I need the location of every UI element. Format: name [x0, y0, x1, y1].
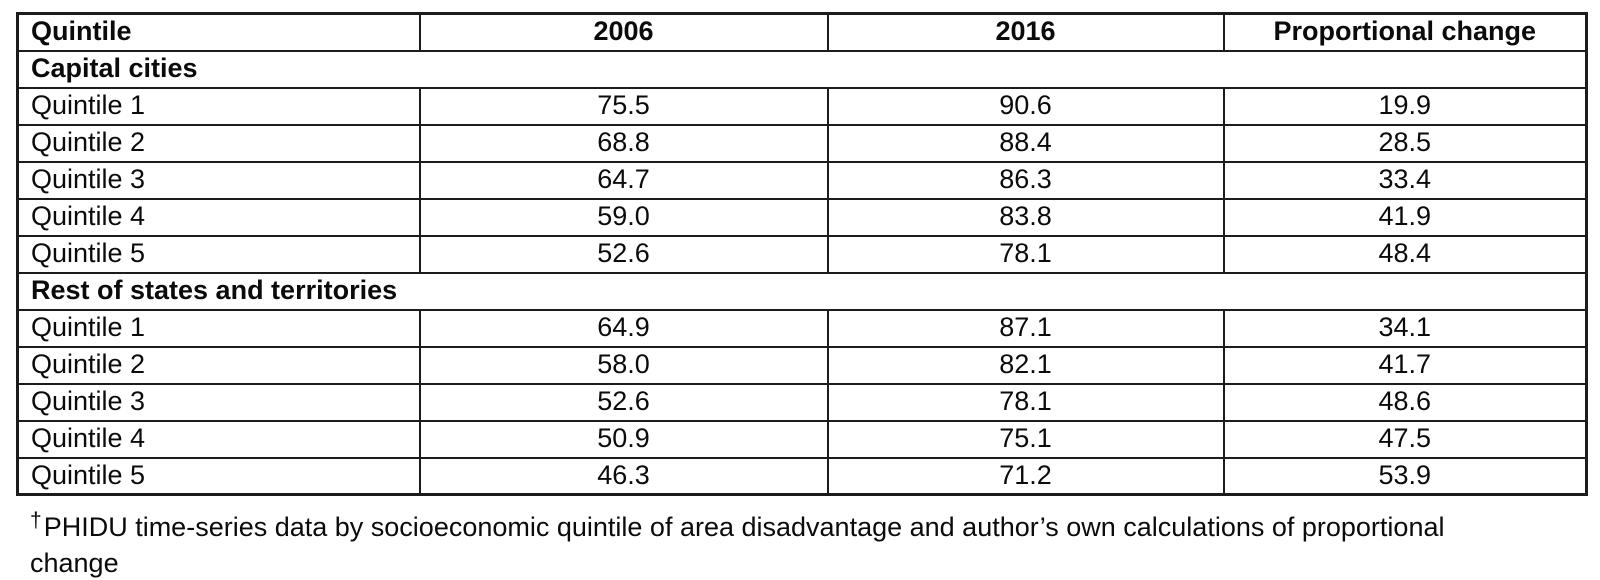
section-header-capital-cities: Capital cities [16, 49, 1588, 89]
cell-quintile: Quintile 4 [16, 419, 421, 459]
cell-quintile: Quintile 3 [16, 382, 421, 422]
column-header-quintile: Quintile [16, 12, 421, 52]
column-header-proportional-change: Proportional change [1222, 12, 1588, 52]
table-row: Quintile 1 75.5 90.6 19.9 [16, 86, 1588, 126]
header-row: Quintile 2006 2016 Proportional change [16, 12, 1588, 52]
column-header-2006: 2006 [418, 12, 829, 52]
section-header-rest-of-states: Rest of states and territories [16, 271, 1588, 311]
cell-2016: 83.8 [826, 197, 1225, 237]
cell-quintile: Quintile 1 [16, 308, 421, 348]
cell-2006: 59.0 [418, 197, 829, 237]
cell-2006: 64.9 [418, 308, 829, 348]
cell-proportional-change: 19.9 [1222, 86, 1588, 126]
cell-2016: 75.1 [826, 419, 1225, 459]
cell-2016: 78.1 [826, 382, 1225, 422]
cell-quintile: Quintile 2 [16, 123, 421, 163]
table-row: Quintile 4 59.0 83.8 41.9 [16, 197, 1588, 237]
cell-proportional-change: 41.9 [1222, 197, 1588, 237]
table-row: Quintile 2 68.8 88.4 28.5 [16, 123, 1588, 163]
table-row: Quintile 5 46.3 71.2 53.9 [16, 456, 1588, 496]
cell-2006: 58.0 [418, 345, 829, 385]
table-row: Quintile 2 58.0 82.1 41.7 [16, 345, 1588, 385]
table-row: Quintile 3 52.6 78.1 48.6 [16, 382, 1588, 422]
cell-2006: 52.6 [418, 234, 829, 274]
cell-quintile: Quintile 5 [16, 234, 421, 274]
cell-2016: 90.6 [826, 86, 1225, 126]
cell-quintile: Quintile 2 [16, 345, 421, 385]
table-row: Quintile 1 64.9 87.1 34.1 [16, 308, 1588, 348]
cell-proportional-change: 48.6 [1222, 382, 1588, 422]
cell-2016: 86.3 [826, 160, 1225, 200]
cell-2016: 71.2 [826, 456, 1225, 496]
cell-quintile: Quintile 4 [16, 197, 421, 237]
cell-2006: 52.6 [418, 382, 829, 422]
section-label: Rest of states and territories [16, 271, 1588, 311]
cell-2016: 88.4 [826, 123, 1225, 163]
quintile-data-table: Quintile 2006 2016 Proportional change C… [16, 12, 1588, 496]
footnote-text-line2: change [30, 548, 119, 578]
cell-proportional-change: 47.5 [1222, 419, 1588, 459]
cell-quintile: Quintile 3 [16, 160, 421, 200]
section-label: Capital cities [16, 49, 1588, 89]
footnote: †PHIDU time-series data by socioeconomic… [30, 503, 1550, 580]
cell-quintile: Quintile 1 [16, 86, 421, 126]
table-row: Quintile 3 64.7 86.3 33.4 [16, 160, 1588, 200]
cell-2006: 75.5 [418, 86, 829, 126]
cell-proportional-change: 41.7 [1222, 345, 1588, 385]
cell-proportional-change: 33.4 [1222, 160, 1588, 200]
cell-proportional-change: 34.1 [1222, 308, 1588, 348]
cell-2016: 87.1 [826, 308, 1225, 348]
cell-2006: 64.7 [418, 160, 829, 200]
cell-2016: 82.1 [826, 345, 1225, 385]
cell-2006: 46.3 [418, 456, 829, 496]
cell-2016: 78.1 [826, 234, 1225, 274]
cell-2006: 50.9 [418, 419, 829, 459]
cell-proportional-change: 48.4 [1222, 234, 1588, 274]
cell-proportional-change: 28.5 [1222, 123, 1588, 163]
cell-quintile: Quintile 5 [16, 456, 421, 496]
table-row: Quintile 4 50.9 75.1 47.5 [16, 419, 1588, 459]
column-header-2016: 2016 [826, 12, 1225, 52]
footnote-text-line1: PHIDU time-series data by socioeconomic … [43, 512, 1445, 542]
table-row: Quintile 5 52.6 78.1 48.4 [16, 234, 1588, 274]
footnote-dagger-symbol: † [30, 509, 42, 532]
cell-2006: 68.8 [418, 123, 829, 163]
cell-proportional-change: 53.9 [1222, 456, 1588, 496]
